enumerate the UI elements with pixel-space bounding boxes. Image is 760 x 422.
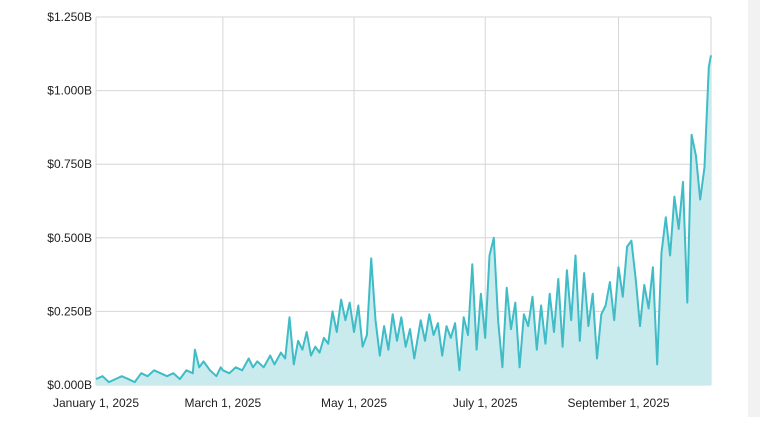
y-tick-label: $0.750B — [47, 157, 92, 171]
y-tick-label: $0.250B — [47, 304, 92, 318]
x-axis-tick-labels: January 1, 2025 March 1, 2025 May 1, 2025 J… — [53, 396, 670, 410]
x-tick-label: January 1, 2025 — [53, 396, 139, 410]
y-tick-label: $1.000B — [47, 84, 92, 98]
series-line — [95, 55, 712, 384]
y-axis-tick-labels: $0.000B $0.250B $0.500B $0.750B $1.000B $1.25… — [47, 10, 92, 392]
y-tick-label: $0.000B — [47, 378, 92, 392]
y-tick-label: $1.250B — [47, 10, 92, 24]
series-line-path — [95, 55, 712, 384]
scrollbar-gutter — [748, 0, 760, 417]
x-tick-label: March 1, 2025 — [185, 396, 262, 410]
x-tick-label: July 1, 2025 — [453, 396, 518, 410]
y-tick-label: $0.500B — [47, 231, 92, 245]
area-chart: $0.000B $0.250B $0.500B $0.750B $1.000B $1.25… — [47, 10, 712, 410]
x-tick-label: May 1, 2025 — [321, 396, 387, 410]
x-tick-label: September 1, 2025 — [567, 396, 669, 410]
